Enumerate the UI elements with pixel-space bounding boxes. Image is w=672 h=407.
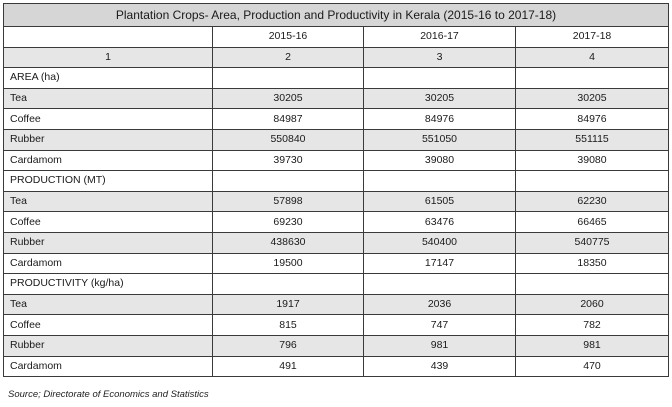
column-number-cell: 2 bbox=[212, 46, 364, 69]
value-cell: 2060 bbox=[514, 293, 670, 316]
value-cell: 84987 bbox=[212, 108, 364, 130]
column-number-cell: 1 bbox=[3, 46, 213, 69]
value-cell: 69230 bbox=[212, 211, 364, 233]
value-cell: 981 bbox=[514, 334, 670, 357]
value-cell: 39080 bbox=[514, 149, 670, 172]
crop-name-cell: Cardamom bbox=[3, 252, 213, 275]
empty-cell bbox=[212, 273, 364, 295]
value-cell: 796 bbox=[212, 334, 364, 357]
value-cell: 84976 bbox=[363, 108, 516, 130]
crop-name-cell: Cardamom bbox=[3, 149, 213, 172]
table-row: Rubber 796 981 981 bbox=[3, 334, 670, 357]
value-cell: 66465 bbox=[514, 211, 670, 233]
table-title: Plantation Crops- Area, Production and P… bbox=[2, 3, 670, 27]
empty-cell bbox=[514, 170, 670, 192]
crop-name-cell: Cardamom bbox=[3, 355, 213, 378]
value-cell: 470 bbox=[514, 355, 670, 378]
value-cell: 491 bbox=[212, 355, 364, 378]
table-row: Cardamom 39730 39080 39080 bbox=[3, 149, 670, 172]
table-row: Tea 30205 30205 30205 bbox=[3, 87, 670, 110]
value-cell: 551115 bbox=[514, 128, 670, 151]
year-header-cell: 2017-18 bbox=[514, 26, 670, 48]
table-row: Tea 1917 2036 2060 bbox=[3, 293, 670, 316]
value-cell: 540775 bbox=[514, 231, 670, 254]
section-heading-row: PRODUCTION (MT) bbox=[3, 170, 670, 192]
section-heading-row: PRODUCTIVITY (kg/ha) bbox=[3, 273, 670, 295]
section-heading: PRODUCTION (MT) bbox=[3, 170, 213, 192]
source-note: Source; Directorate of Economics and Sta… bbox=[8, 389, 209, 400]
value-cell: 1917 bbox=[212, 293, 364, 316]
empty-cell bbox=[514, 67, 670, 89]
year-header-row: 2015-16 2016-17 2017-18 bbox=[3, 26, 670, 48]
crop-name-cell: Tea bbox=[3, 293, 213, 316]
value-cell: 438630 bbox=[212, 231, 364, 254]
value-cell: 39730 bbox=[212, 149, 364, 172]
table-row: Coffee 815 747 782 bbox=[3, 314, 670, 336]
table-row: Rubber 550840 551050 551115 bbox=[3, 128, 670, 151]
empty-cell bbox=[363, 67, 516, 89]
value-cell: 61505 bbox=[363, 190, 516, 213]
table-row: Rubber 438630 540400 540775 bbox=[3, 231, 670, 254]
section-heading: AREA (ha) bbox=[3, 67, 213, 89]
value-cell: 815 bbox=[212, 314, 364, 336]
value-cell: 551050 bbox=[363, 128, 516, 151]
crop-name-cell: Coffee bbox=[3, 314, 213, 336]
column-number-row: 1 2 3 4 bbox=[3, 46, 670, 69]
column-number-cell: 3 bbox=[363, 46, 516, 69]
value-cell: 18350 bbox=[514, 252, 670, 275]
crop-name-cell: Tea bbox=[3, 87, 213, 110]
year-header-blank bbox=[3, 26, 213, 48]
empty-cell bbox=[514, 273, 670, 295]
value-cell: 30205 bbox=[514, 87, 670, 110]
value-cell: 2036 bbox=[363, 293, 516, 316]
table-title-row: Plantation Crops- Area, Production and P… bbox=[2, 3, 670, 27]
empty-cell bbox=[212, 67, 364, 89]
value-cell: 30205 bbox=[212, 87, 364, 110]
table-row: Cardamom 491 439 470 bbox=[3, 355, 670, 378]
table-container: Plantation Crops- Area, Production and P… bbox=[2, 3, 670, 378]
value-cell: 782 bbox=[514, 314, 670, 336]
table-row: Coffee 84987 84976 84976 bbox=[3, 108, 670, 130]
value-cell: 63476 bbox=[363, 211, 516, 233]
column-number-cell: 4 bbox=[514, 46, 670, 69]
value-cell: 19500 bbox=[212, 252, 364, 275]
value-cell: 17147 bbox=[363, 252, 516, 275]
value-cell: 981 bbox=[363, 334, 516, 357]
empty-cell bbox=[363, 273, 516, 295]
crop-name-cell: Rubber bbox=[3, 334, 213, 357]
section-heading: PRODUCTIVITY (kg/ha) bbox=[3, 273, 213, 295]
section-heading-row: AREA (ha) bbox=[3, 67, 670, 89]
value-cell: 84976 bbox=[514, 108, 670, 130]
table-row: Cardamom 19500 17147 18350 bbox=[3, 252, 670, 275]
table-row: Coffee 69230 63476 66465 bbox=[3, 211, 670, 233]
year-header-cell: 2016-17 bbox=[363, 26, 516, 48]
crop-name-cell: Tea bbox=[3, 190, 213, 213]
table-row: Tea 57898 61505 62230 bbox=[3, 190, 670, 213]
value-cell: 39080 bbox=[363, 149, 516, 172]
crop-name-cell: Coffee bbox=[3, 108, 213, 130]
plantation-crops-table: Plantation Crops- Area, Production and P… bbox=[2, 3, 670, 378]
value-cell: 62230 bbox=[514, 190, 670, 213]
table-body: Plantation Crops- Area, Production and P… bbox=[2, 3, 670, 378]
empty-cell bbox=[212, 170, 364, 192]
value-cell: 540400 bbox=[363, 231, 516, 254]
value-cell: 550840 bbox=[212, 128, 364, 151]
crop-name-cell: Rubber bbox=[3, 231, 213, 254]
crop-name-cell: Rubber bbox=[3, 128, 213, 151]
value-cell: 439 bbox=[363, 355, 516, 378]
year-header-cell: 2015-16 bbox=[212, 26, 364, 48]
value-cell: 30205 bbox=[363, 87, 516, 110]
empty-cell bbox=[363, 170, 516, 192]
value-cell: 747 bbox=[363, 314, 516, 336]
value-cell: 57898 bbox=[212, 190, 364, 213]
crop-name-cell: Coffee bbox=[3, 211, 213, 233]
